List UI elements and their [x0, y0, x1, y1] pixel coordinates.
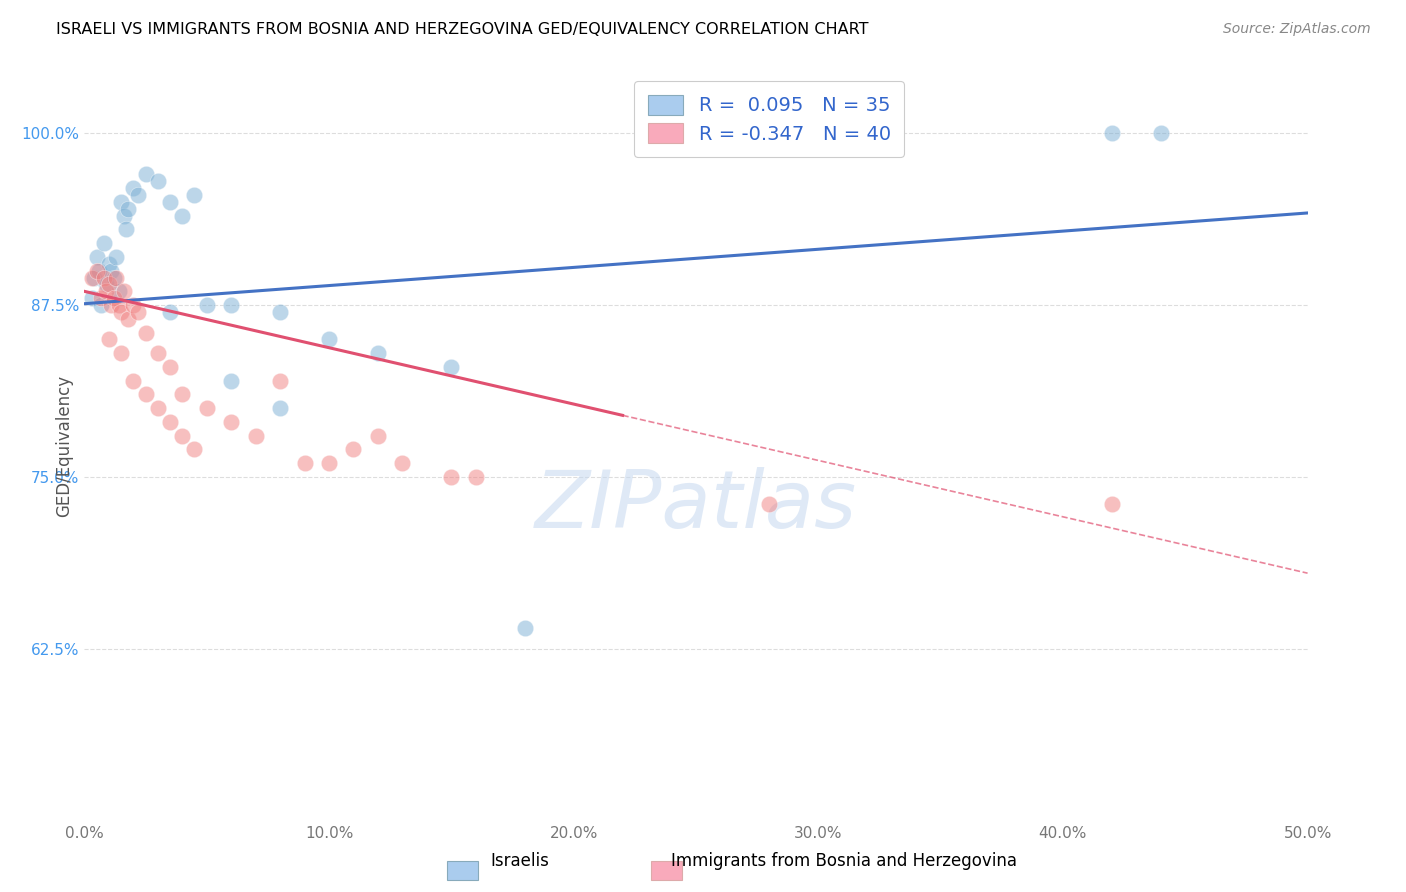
- Legend: R =  0.095   N = 35, R = -0.347   N = 40: R = 0.095 N = 35, R = -0.347 N = 40: [634, 81, 904, 157]
- Point: [122, 181, 145, 195]
- Point: [440, 359, 463, 374]
- Point: [93, 236, 115, 251]
- Point: [110, 346, 132, 360]
- Point: [195, 298, 218, 312]
- Point: [318, 456, 340, 470]
- Point: [440, 470, 463, 484]
- Point: [159, 415, 181, 429]
- Point: [105, 250, 128, 264]
- Point: [105, 270, 128, 285]
- Text: Israelis: Israelis: [491, 852, 550, 870]
- Point: [1101, 498, 1123, 512]
- Point: [183, 442, 205, 457]
- Point: [172, 209, 194, 223]
- Point: [269, 374, 291, 388]
- Point: [127, 188, 149, 202]
- Point: [90, 298, 112, 312]
- Point: [115, 222, 138, 236]
- Point: [183, 188, 205, 202]
- Point: [159, 305, 181, 319]
- Point: [122, 298, 145, 312]
- Point: [110, 305, 132, 319]
- Point: [117, 202, 139, 216]
- Point: [172, 428, 194, 442]
- Text: Source: ZipAtlas.com: Source: ZipAtlas.com: [1223, 22, 1371, 37]
- Point: [117, 311, 139, 326]
- Point: [294, 456, 316, 470]
- Point: [367, 346, 389, 360]
- Point: [135, 326, 157, 340]
- Point: [96, 285, 118, 299]
- Point: [146, 174, 169, 188]
- Point: [112, 209, 135, 223]
- Point: [96, 277, 118, 292]
- Point: [391, 456, 413, 470]
- Point: [146, 346, 169, 360]
- Point: [367, 428, 389, 442]
- Text: Immigrants from Bosnia and Herzegovina: Immigrants from Bosnia and Herzegovina: [671, 852, 1017, 870]
- Point: [269, 401, 291, 416]
- Point: [135, 168, 157, 182]
- Point: [758, 498, 780, 512]
- Point: [86, 263, 108, 277]
- Point: [219, 298, 242, 312]
- Point: [112, 285, 135, 299]
- Point: [269, 305, 291, 319]
- Point: [159, 359, 181, 374]
- Point: [97, 333, 120, 347]
- Point: [342, 442, 364, 457]
- Point: [110, 194, 132, 209]
- Point: [103, 270, 125, 285]
- Point: [97, 257, 120, 271]
- Point: [135, 387, 157, 401]
- Point: [245, 428, 267, 442]
- Point: [107, 298, 129, 312]
- Point: [513, 621, 536, 635]
- Point: [86, 250, 108, 264]
- Point: [219, 415, 242, 429]
- Point: [97, 277, 120, 292]
- Point: [100, 263, 122, 277]
- Text: ISRAELI VS IMMIGRANTS FROM BOSNIA AND HERZEGOVINA GED/EQUIVALENCY CORRELATION CH: ISRAELI VS IMMIGRANTS FROM BOSNIA AND HE…: [56, 22, 869, 37]
- Point: [80, 270, 103, 285]
- Point: [1150, 126, 1173, 140]
- Point: [87, 263, 110, 277]
- Text: ZIPatlas: ZIPatlas: [534, 467, 858, 545]
- Point: [93, 270, 115, 285]
- Point: [195, 401, 218, 416]
- Point: [100, 298, 122, 312]
- Point: [80, 291, 103, 305]
- Point: [146, 401, 169, 416]
- Point: [122, 374, 145, 388]
- Point: [127, 305, 149, 319]
- Point: [172, 387, 194, 401]
- Y-axis label: GED/Equivalency: GED/Equivalency: [55, 375, 73, 517]
- Point: [103, 291, 125, 305]
- Point: [464, 470, 486, 484]
- Point: [1101, 126, 1123, 140]
- Point: [107, 285, 129, 299]
- Point: [318, 333, 340, 347]
- Point: [90, 291, 112, 305]
- Point: [159, 194, 181, 209]
- Point: [219, 374, 242, 388]
- Point: [83, 270, 105, 285]
